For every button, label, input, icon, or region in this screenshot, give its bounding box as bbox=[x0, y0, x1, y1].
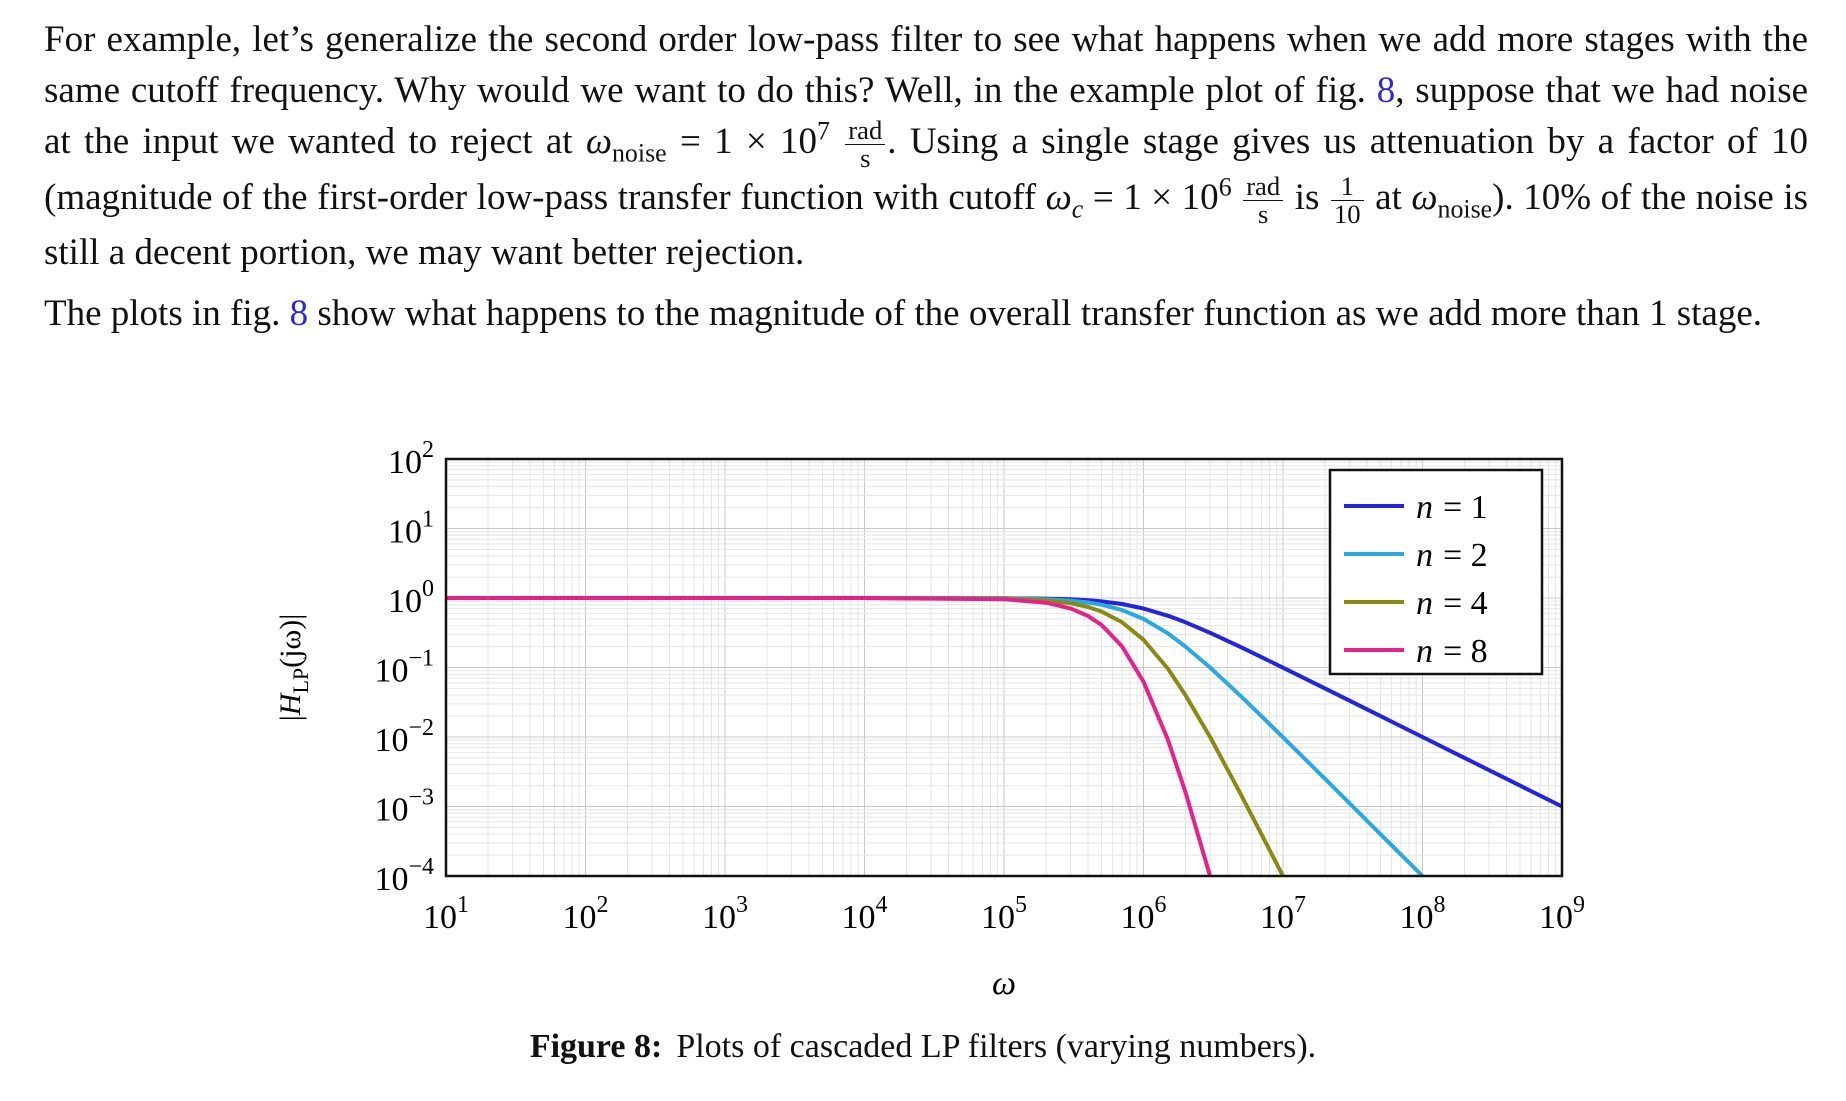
cutoff-exponent: 6 bbox=[1218, 172, 1232, 202]
legend-box bbox=[1328, 468, 1544, 676]
x-tick-label: 109 bbox=[1539, 892, 1585, 936]
omega-noise-subscript-2: noise bbox=[1437, 194, 1493, 224]
bode-magnitude-chart: 101 102 103 104 105 106 107 108 109 102 101 100 10−… bbox=[274, 437, 1585, 1002]
legend-entry: n = 4 bbox=[1416, 585, 1488, 622]
legend-entry: n = 1 bbox=[1416, 489, 1488, 526]
s-unit-2: s bbox=[1258, 198, 1269, 229]
x-tick-label: 107 bbox=[1260, 892, 1306, 936]
fraction-denominator: 10 bbox=[1333, 198, 1361, 229]
x-tick-label: 104 bbox=[842, 892, 888, 936]
figure-ref-link[interactable]: 8 bbox=[1376, 70, 1396, 111]
x-tick-label: 106 bbox=[1121, 892, 1167, 936]
legend-entry: n = 8 bbox=[1416, 633, 1488, 670]
x-tick-label: 108 bbox=[1400, 892, 1446, 936]
omega-c-subscript: c bbox=[1071, 194, 1084, 224]
x-tick-label: 103 bbox=[702, 892, 748, 936]
rad-unit: rad bbox=[845, 117, 886, 146]
y-tick-label: 10−1 bbox=[374, 646, 434, 690]
chart-legend: n = 1 n = 2 n = 4 n = 8 bbox=[1328, 468, 1544, 676]
x-axis-label: ω bbox=[992, 965, 1016, 1002]
x-tick-label: 105 bbox=[981, 892, 1027, 936]
rad-per-s-fraction: rad s bbox=[845, 117, 886, 174]
chart-curves bbox=[446, 596, 1563, 878]
noise-equation: = 1 × 10 bbox=[679, 121, 818, 162]
cutoff-equation: = 1 × 10 bbox=[1092, 176, 1219, 218]
p1-text-5: at bbox=[1375, 176, 1402, 218]
p1-text-2: , suppose that we had noise at the input… bbox=[44, 70, 1809, 162]
omega-noise-symbol-2: ω bbox=[1411, 176, 1438, 218]
p1-text-1: For example, let’s generalize the second… bbox=[44, 19, 1808, 111]
noise-exponent: 7 bbox=[817, 116, 830, 146]
one-tenth-fraction: 1 10 bbox=[1330, 173, 1364, 229]
omega-noise-subscript: noise bbox=[611, 138, 667, 168]
p2-text-1: The plots in fig. bbox=[44, 293, 281, 334]
s-unit: s bbox=[860, 143, 871, 174]
rad-unit-2: rad bbox=[1243, 173, 1284, 201]
y-tick-label: 10−3 bbox=[374, 785, 434, 829]
legend-entry: n = 2 bbox=[1416, 537, 1488, 574]
fraction-numerator: 1 bbox=[1330, 173, 1364, 201]
y-tick-label: 102 bbox=[388, 437, 434, 481]
x-tick-label: 102 bbox=[563, 892, 609, 936]
y-axis-label: |HLP(jω)| bbox=[274, 614, 313, 721]
omega-c-symbol: ω bbox=[1045, 176, 1072, 218]
caption-label: Figure 8: bbox=[529, 1028, 663, 1065]
plot-frame bbox=[444, 457, 1564, 878]
series-line bbox=[446, 596, 1213, 877]
y-tick-label: 100 bbox=[388, 576, 434, 620]
p1-text-6: ). 10% of the noise is still a decent po… bbox=[44, 176, 1809, 274]
caption-text: Plots of cascaded LP filters (varying nu… bbox=[676, 1028, 1317, 1065]
x-tick-labels: 101 102 103 104 105 106 107 108 109 bbox=[423, 892, 1585, 936]
p1-text-3: . Using a single stage gives us attenuat… bbox=[44, 121, 1809, 218]
y-tick-label: 101 bbox=[388, 507, 434, 551]
intro-paragraph: For example, let’s generalize the second… bbox=[44, 14, 1808, 278]
p1-text-4: is bbox=[1294, 176, 1320, 218]
rad-per-s-fraction-2: rad s bbox=[1243, 173, 1284, 229]
x-tick-label: 101 bbox=[423, 892, 469, 936]
figure-ref-link-2[interactable]: 8 bbox=[289, 293, 309, 334]
omega-noise-symbol: ω bbox=[585, 121, 612, 162]
y-tick-label: 10−4 bbox=[374, 854, 434, 898]
p2-text-2: show what happens to the magnitude of th… bbox=[317, 293, 1763, 334]
y-tick-label: 10−2 bbox=[374, 715, 434, 759]
summary-paragraph: The plots in fig. 8 show what happens to… bbox=[44, 288, 1808, 339]
y-tick-labels: 102 101 100 10−1 10−2 10−3 10−4 bbox=[374, 437, 434, 898]
figure-caption: Figure 8: Plots of cascaded LP filters (v… bbox=[0, 1028, 1846, 1066]
